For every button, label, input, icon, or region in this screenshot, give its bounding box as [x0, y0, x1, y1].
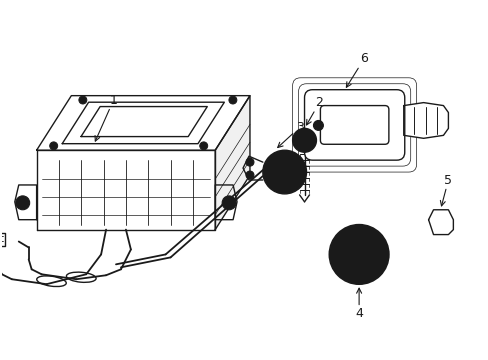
Text: 2: 2 [306, 96, 323, 125]
Polygon shape [0, 233, 5, 247]
Circle shape [228, 96, 236, 104]
Text: 1: 1 [95, 94, 117, 141]
Circle shape [328, 225, 388, 284]
Circle shape [245, 158, 253, 166]
Polygon shape [427, 210, 452, 235]
Polygon shape [37, 150, 215, 230]
FancyBboxPatch shape [320, 105, 388, 144]
Ellipse shape [66, 272, 96, 282]
Circle shape [296, 132, 312, 148]
Polygon shape [37, 96, 249, 150]
Circle shape [313, 121, 323, 130]
Circle shape [79, 96, 87, 104]
Text: 6: 6 [346, 53, 367, 87]
Circle shape [222, 196, 236, 210]
Circle shape [339, 235, 378, 274]
Circle shape [292, 129, 316, 152]
Text: 3: 3 [277, 121, 303, 148]
Ellipse shape [37, 276, 66, 287]
Circle shape [263, 150, 306, 194]
FancyBboxPatch shape [304, 90, 404, 160]
Circle shape [245, 171, 253, 179]
Circle shape [50, 142, 58, 150]
Text: 4: 4 [354, 288, 362, 320]
Polygon shape [215, 96, 249, 230]
Text: 5: 5 [440, 174, 451, 206]
Polygon shape [403, 103, 447, 138]
Circle shape [270, 158, 298, 186]
Circle shape [16, 196, 30, 210]
Circle shape [199, 142, 207, 150]
